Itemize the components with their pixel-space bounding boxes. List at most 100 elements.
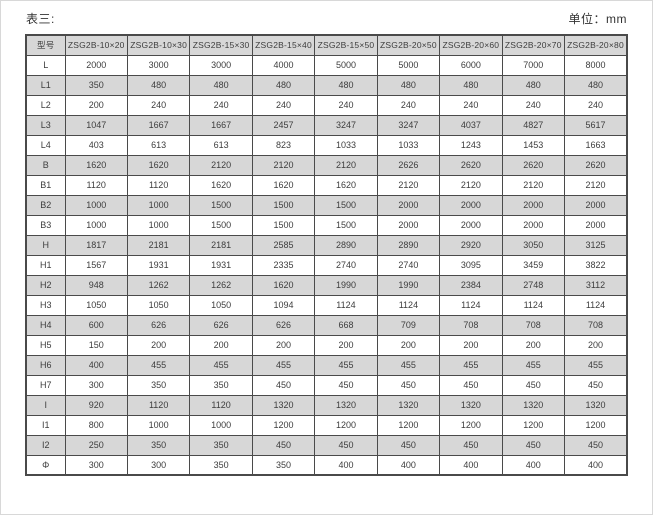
value-cell: 200 bbox=[64, 94, 128, 116]
value-cell: 8000 bbox=[564, 54, 628, 76]
value-cell: 1124 bbox=[376, 294, 441, 316]
value-cell: 2748 bbox=[501, 274, 566, 296]
value-cell: 480 bbox=[501, 74, 566, 96]
value-cell: 1620 bbox=[64, 154, 128, 176]
value-cell: 300 bbox=[64, 454, 128, 476]
value-cell: 708 bbox=[564, 314, 628, 336]
value-cell: 1500 bbox=[189, 194, 253, 216]
value-cell: 1262 bbox=[189, 274, 253, 296]
value-cell: 2000 bbox=[564, 214, 628, 236]
value-cell: 1620 bbox=[251, 174, 316, 196]
value-cell: 240 bbox=[251, 94, 316, 116]
value-cell: 1120 bbox=[126, 174, 191, 196]
row-label-cell: L2 bbox=[25, 94, 66, 116]
value-cell: 455 bbox=[376, 354, 441, 376]
value-cell: 2120 bbox=[314, 154, 378, 176]
row-label-cell: I1 bbox=[25, 414, 66, 436]
value-cell: 2181 bbox=[189, 234, 253, 256]
value-cell: 3050 bbox=[501, 234, 566, 256]
value-cell: 1990 bbox=[314, 274, 378, 296]
value-cell: 3000 bbox=[189, 54, 253, 76]
table-header: 型号 ZSG2B-10×20 ZSG2B-10×30 ZSG2B-15×30 ZSG2B… bbox=[25, 34, 628, 56]
unit-label: 单位：mm bbox=[568, 12, 627, 26]
value-cell: 2620 bbox=[564, 154, 628, 176]
topbar: 表三: 单位：mm bbox=[1, 1, 652, 27]
table-row: H3 1050 1050 1050 1094 1124 1124 1124 1124 1124 bbox=[25, 294, 628, 316]
value-cell: 240 bbox=[314, 94, 378, 116]
row-label-cell: H3 bbox=[25, 294, 66, 316]
value-cell: 1033 bbox=[314, 134, 378, 156]
model-header-cell: 型号 bbox=[25, 34, 66, 56]
value-cell: 350 bbox=[189, 374, 253, 396]
value-cell: 1990 bbox=[376, 274, 441, 296]
value-cell: 200 bbox=[501, 334, 566, 356]
value-cell: 455 bbox=[251, 354, 316, 376]
value-cell: 2920 bbox=[439, 234, 503, 256]
table-row: L 2000 3000 3000 4000 5000 5000 6000 7000 8000 bbox=[25, 54, 628, 76]
value-cell: 1320 bbox=[314, 394, 378, 416]
value-cell: 1500 bbox=[189, 214, 253, 236]
value-cell: 480 bbox=[189, 74, 253, 96]
row-label-cell: B3 bbox=[25, 214, 66, 236]
value-cell: 350 bbox=[251, 454, 316, 476]
value-cell: 455 bbox=[564, 354, 628, 376]
value-cell: 800 bbox=[64, 414, 128, 436]
value-cell: 200 bbox=[564, 334, 628, 356]
value-cell: 1050 bbox=[64, 294, 128, 316]
value-cell: 400 bbox=[64, 354, 128, 376]
column-header-cell: ZSG2B-15×50 bbox=[314, 34, 378, 56]
value-cell: 455 bbox=[439, 354, 503, 376]
table-row: B 1620 1620 2120 2120 2120 2626 2620 2620 2620 bbox=[25, 154, 628, 176]
value-cell: 2000 bbox=[564, 194, 628, 216]
value-cell: 1120 bbox=[189, 394, 253, 416]
value-cell: 350 bbox=[189, 454, 253, 476]
value-cell: 4000 bbox=[251, 54, 316, 76]
table-row: H6 400 455 455 455 455 455 455 455 455 bbox=[25, 354, 628, 376]
table-row: H4 600 626 626 626 668 709 708 708 708 bbox=[25, 314, 628, 336]
value-cell: 600 bbox=[64, 314, 128, 336]
value-cell: 2000 bbox=[501, 214, 566, 236]
value-cell: 1120 bbox=[126, 394, 191, 416]
value-cell: 200 bbox=[376, 334, 441, 356]
value-cell: 450 bbox=[251, 374, 316, 396]
value-cell: 400 bbox=[501, 454, 566, 476]
table-row: B1 1120 1120 1620 1620 1620 2120 2120 2120 2120 bbox=[25, 174, 628, 196]
value-cell: 1620 bbox=[189, 174, 253, 196]
value-cell: 450 bbox=[251, 434, 316, 456]
row-label-cell: B2 bbox=[25, 194, 66, 216]
value-cell: 2120 bbox=[564, 174, 628, 196]
value-cell: 240 bbox=[189, 94, 253, 116]
table-row: H5 150 200 200 200 200 200 200 200 200 bbox=[25, 334, 628, 356]
value-cell: 2181 bbox=[126, 234, 191, 256]
value-cell: 626 bbox=[251, 314, 316, 336]
value-cell: 200 bbox=[251, 334, 316, 356]
value-cell: 450 bbox=[439, 374, 503, 396]
value-cell: 1620 bbox=[126, 154, 191, 176]
value-cell: 300 bbox=[64, 374, 128, 396]
value-cell: 3247 bbox=[376, 114, 441, 136]
value-cell: 403 bbox=[64, 134, 128, 156]
column-header-cell: ZSG2B-15×40 bbox=[251, 34, 316, 56]
value-cell: 626 bbox=[189, 314, 253, 336]
value-cell: 240 bbox=[376, 94, 441, 116]
value-cell: 1124 bbox=[501, 294, 566, 316]
value-cell: 2740 bbox=[314, 254, 378, 276]
value-cell: 709 bbox=[376, 314, 441, 336]
value-cell: 1620 bbox=[251, 274, 316, 296]
value-cell: 3125 bbox=[564, 234, 628, 256]
value-cell: 455 bbox=[501, 354, 566, 376]
value-cell: 2335 bbox=[251, 254, 316, 276]
table-row: B2 1000 1000 1500 1500 1500 2000 2000 2000 2000 bbox=[25, 194, 628, 216]
table-row: H1 1567 1931 1931 2335 2740 2740 3095 3459 3822 bbox=[25, 254, 628, 276]
value-cell: 1120 bbox=[64, 174, 128, 196]
value-cell: 1320 bbox=[501, 394, 566, 416]
value-cell: 2384 bbox=[439, 274, 503, 296]
value-cell: 2457 bbox=[251, 114, 316, 136]
value-cell: 1567 bbox=[64, 254, 128, 276]
column-header-cell: ZSG2B-20×70 bbox=[501, 34, 566, 56]
value-cell: 2000 bbox=[64, 54, 128, 76]
value-cell: 3822 bbox=[564, 254, 628, 276]
value-cell: 2000 bbox=[376, 214, 441, 236]
value-cell: 400 bbox=[314, 454, 378, 476]
row-label-cell: B bbox=[25, 154, 66, 176]
